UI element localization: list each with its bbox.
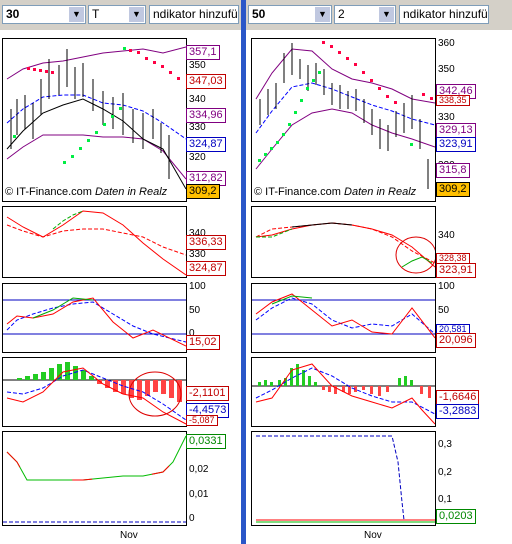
- right-p2-plot: [255, 222, 435, 274]
- value-label: 20,096: [436, 333, 476, 348]
- axis-tick: 0,01: [189, 489, 209, 500]
- axis-tick: 0,3: [438, 439, 452, 450]
- left-main-chart[interactable]: © IT-Finance.com Daten in Realz: [2, 38, 187, 202]
- value-label: -3,2883: [436, 404, 480, 419]
- axis-tick: 320: [189, 152, 206, 163]
- right-indicator-panel-3[interactable]: [251, 283, 436, 353]
- axis-tick: 0,02: [189, 464, 209, 475]
- value-label: 15,02: [186, 335, 220, 350]
- value-label: 338,35: [436, 95, 470, 106]
- axis-tick: 330: [438, 112, 455, 123]
- value-label: 357,1: [186, 45, 220, 60]
- axis-tick: 0,1: [438, 494, 452, 505]
- chevron-down-icon[interactable]: ▼: [315, 7, 330, 22]
- axis-tick: 340: [189, 94, 206, 105]
- left-indicator-panel-3[interactable]: [2, 283, 187, 353]
- value-label: 0,0331: [186, 434, 226, 449]
- axis-tick: 100: [438, 281, 455, 292]
- value-label: 323,91: [436, 137, 476, 152]
- right-period-value: 50: [252, 7, 266, 21]
- value-label: -4,4573: [186, 403, 230, 418]
- axis-tick: 0,2: [438, 467, 452, 478]
- axis-tick: 100: [189, 281, 206, 292]
- right-indicator-value: 2: [338, 7, 345, 21]
- value-label: 347,03: [186, 74, 226, 89]
- left-main-plot: [6, 46, 186, 190]
- axis-tick: 350: [438, 64, 455, 75]
- value-label: 315,8: [436, 163, 470, 178]
- value-label: -2,1101: [186, 386, 229, 401]
- current-price-label: 309,2: [186, 184, 220, 199]
- value-label: 324,87: [186, 137, 226, 152]
- current-price-label: 309,2: [436, 182, 470, 197]
- chevron-down-icon[interactable]: ▼: [379, 7, 394, 22]
- axis-tick: 340: [189, 228, 206, 239]
- left-indicator-select[interactable]: T ▼: [88, 5, 146, 24]
- value-label: -1,6646: [436, 390, 480, 405]
- right-indicator-select[interactable]: 2 ▼: [334, 5, 396, 24]
- chevron-down-icon[interactable]: ▼: [69, 7, 84, 22]
- right-indicator-panel-4[interactable]: [251, 357, 436, 427]
- left-p5-plot: [3, 435, 186, 523]
- right-p5-plot: [256, 435, 435, 523]
- axis-tick: 340: [438, 230, 455, 241]
- left-indicator-panel-2[interactable]: [2, 206, 187, 278]
- value-label: 329,13: [436, 123, 476, 138]
- watermark: © IT-Finance.com Daten in Realz: [5, 186, 168, 198]
- date-axis-label: Nov: [120, 530, 138, 541]
- axis-tick: 360: [438, 38, 455, 49]
- axis-tick: 0: [189, 513, 195, 524]
- left-add-indicator-field[interactable]: ndikator hinzufüg: [149, 5, 239, 24]
- right-add-indicator-text: ndikator hinzufüg: [403, 7, 489, 21]
- value-label: 336,33: [186, 235, 226, 250]
- value-label: 0,0203: [436, 509, 476, 524]
- axis-tick: 350: [189, 60, 206, 71]
- right-indicator-panel-5[interactable]: [251, 431, 436, 526]
- right-add-indicator-field[interactable]: ndikator hinzufüg: [399, 5, 489, 24]
- axis-tick: 50: [438, 305, 450, 316]
- chevron-down-icon[interactable]: ▼: [129, 7, 144, 22]
- right-p4-plot: [252, 363, 435, 425]
- right-main-chart[interactable]: © IT-Finance.com Daten in Realz: [251, 38, 436, 202]
- left-period-select[interactable]: 30 ▼: [2, 5, 86, 24]
- value-label: 323,91: [436, 263, 476, 278]
- right-main-plot: [255, 41, 435, 189]
- left-indicator-panel-5[interactable]: [2, 431, 187, 526]
- axis-tick: 330: [189, 249, 206, 260]
- axis-tick: 0: [189, 328, 195, 339]
- right-indicator-panel-2[interactable]: [251, 206, 436, 278]
- date-axis-label: Nov: [364, 530, 382, 541]
- left-p2-plot: [6, 210, 186, 276]
- left-period-value: 30: [6, 7, 20, 21]
- left-p4-plot: [3, 362, 186, 425]
- value-label: -5,087: [186, 415, 218, 426]
- left-indicator-value: T: [92, 7, 100, 21]
- axis-tick: 330: [189, 122, 206, 133]
- value-label: 324,87: [186, 261, 226, 276]
- left-add-indicator-text: ndikator hinzufüg: [153, 7, 239, 21]
- watermark: © IT-Finance.com Daten in Realz: [254, 186, 417, 198]
- value-label: 334,96: [186, 108, 226, 123]
- left-p3-plot: [3, 297, 186, 347]
- pane-divider[interactable]: [241, 0, 246, 544]
- right-p3-plot: [252, 293, 435, 339]
- right-period-select[interactable]: 50 ▼: [248, 5, 332, 24]
- axis-tick: 50: [189, 305, 201, 316]
- left-indicator-panel-4[interactable]: [2, 357, 187, 427]
